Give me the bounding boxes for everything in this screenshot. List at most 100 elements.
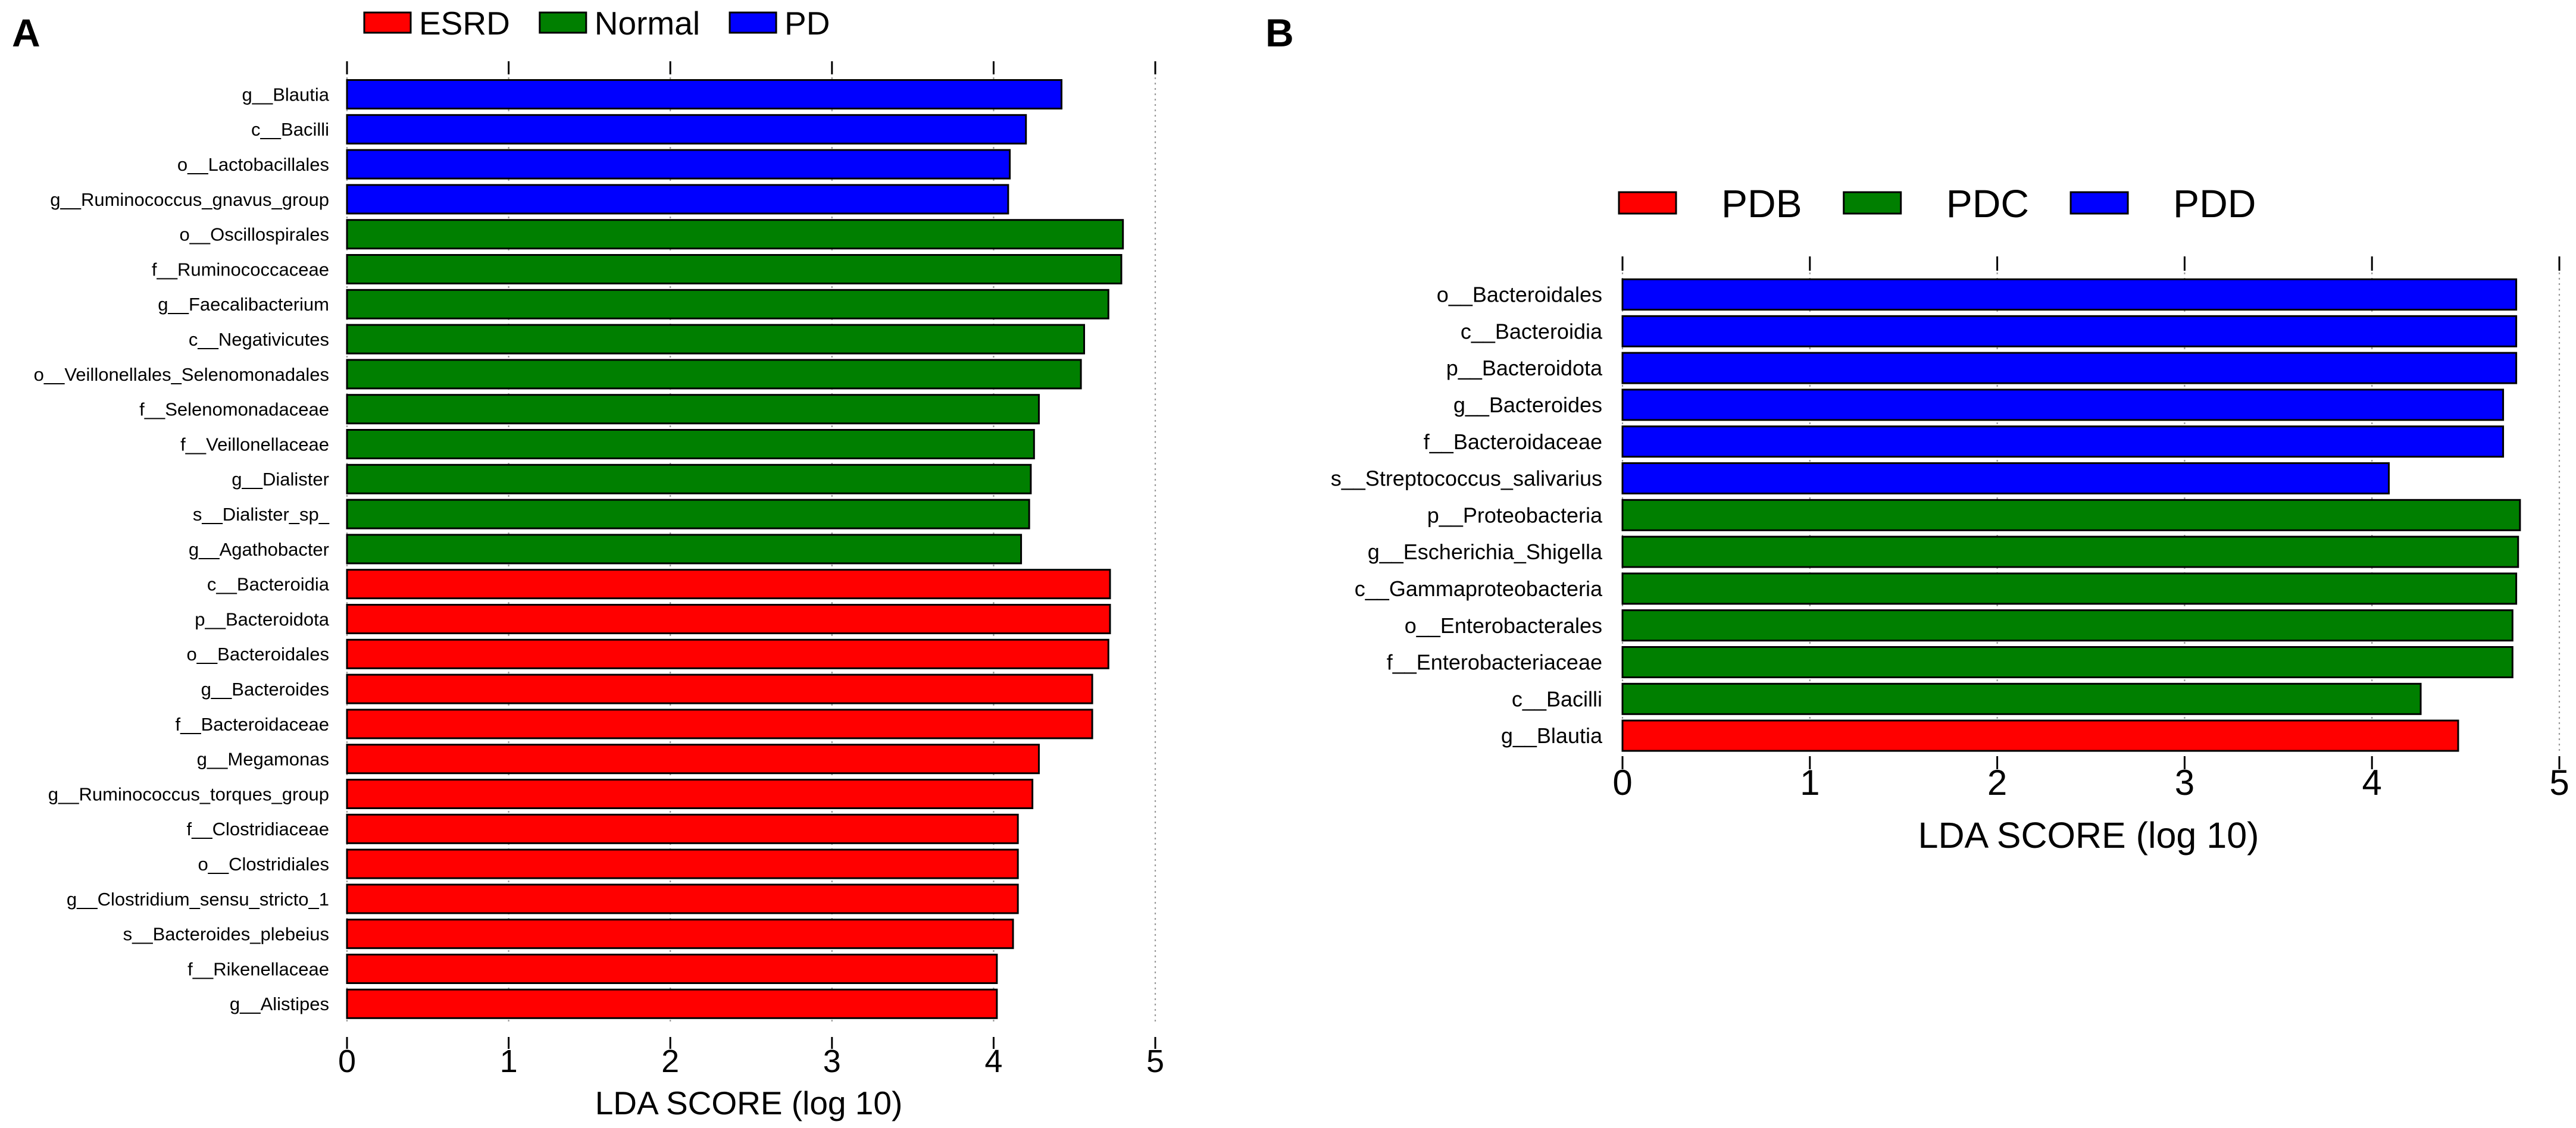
- x-tick-label: 2: [661, 1044, 679, 1079]
- category-label: p__Proteobacteria: [1427, 503, 1603, 527]
- x-tick-label: 0: [338, 1044, 356, 1079]
- legend-swatch-normal: [539, 11, 587, 34]
- bar: [346, 779, 1034, 809]
- category-label: g__Clostridium_sensu_stricto_1: [67, 889, 329, 910]
- bar: [346, 988, 998, 1019]
- bar: [346, 919, 1014, 950]
- category-label: o__Veillonellales_Selenomonadales: [34, 364, 329, 385]
- bar: [1621, 572, 2518, 605]
- bar: [346, 114, 1027, 145]
- bar: [346, 149, 1011, 180]
- panel-b-lda-chart: B PDB PDC PDD o__Bacteroidales c__Bacteroidia…: [1265, 11, 2569, 856]
- x-tick-label: 2: [1987, 763, 2007, 803]
- x-tick-label: 3: [2175, 763, 2194, 803]
- category-label: f__Bacteroidaceae: [1424, 430, 1602, 454]
- category-label: s__Streptococcus_salivarius: [1331, 466, 1602, 491]
- bar: [1621, 352, 2518, 384]
- category-label: p__Bacteroidota: [1446, 356, 1603, 380]
- category-label: g__Ruminococcus_gnavus_group: [50, 189, 329, 210]
- bar: [346, 289, 1109, 319]
- category-label: f__Clostridiaceae: [186, 819, 329, 839]
- legend-label-pd: PD: [784, 5, 830, 42]
- category-label: g__Blautia: [242, 84, 329, 105]
- bar: [1621, 388, 2505, 421]
- bar: [1621, 278, 2518, 311]
- bar: [346, 254, 1123, 284]
- bar: [1621, 646, 2514, 678]
- bar: [346, 79, 1062, 109]
- bar: [346, 673, 1093, 704]
- bar: [346, 883, 1019, 914]
- bar: [1621, 682, 2422, 715]
- bar: [346, 463, 1032, 494]
- bar: [1621, 462, 2390, 494]
- category-label: o__Oscillospirales: [179, 224, 329, 245]
- bar: [346, 848, 1019, 879]
- legend-label-esrd: ESRD: [419, 5, 510, 42]
- bar: [346, 429, 1035, 459]
- category-label: c__Bacilli: [251, 119, 329, 140]
- category-label: o__Enterobacterales: [1405, 613, 1602, 638]
- bar: [346, 324, 1085, 355]
- bar: [346, 359, 1082, 390]
- legend-swatch-pdc: [1843, 191, 1902, 215]
- x-tick-label: 5: [2549, 763, 2569, 803]
- x-tick-label: 1: [1800, 763, 1820, 803]
- bar: [1621, 499, 2521, 531]
- category-label: g__Agathobacter: [189, 539, 329, 560]
- bar: [1621, 315, 2518, 347]
- category-label: c__Bacteroidia: [207, 574, 330, 595]
- bar: [346, 569, 1111, 600]
- x-tick-label: 3: [823, 1044, 841, 1079]
- legend-swatch-pdb: [1618, 191, 1677, 215]
- category-label: g__Dialister: [232, 469, 329, 490]
- x-axis-title: LDA SCORE (log 10): [1918, 815, 2259, 856]
- bar: [1621, 719, 2459, 752]
- bar: [1621, 609, 2514, 642]
- category-label: c__Negativicutes: [189, 329, 329, 350]
- bar: [346, 394, 1040, 425]
- panel-a-lda-chart: A ESRD Normal PD g__Blautia c__Bacilli o__Lact…: [12, 5, 1164, 1121]
- category-label: f__Enterobacteriaceae: [1387, 650, 1602, 675]
- x-tick-label: 4: [2362, 763, 2382, 803]
- category-label: s__Dialister_sp_: [193, 504, 330, 525]
- x-tick-label: 0: [1612, 763, 1632, 803]
- category-label: g__Blautia: [1501, 723, 1603, 748]
- panel-label: B: [1265, 11, 1294, 55]
- category-label: g__Bacteroides: [201, 679, 329, 700]
- panel-label: A: [12, 11, 40, 55]
- category-label: f__Rikenellaceae: [187, 958, 329, 979]
- x-tick-label: 4: [984, 1044, 1002, 1079]
- legend-label-normal: Normal: [595, 5, 700, 42]
- category-label: p__Bacteroidota: [195, 609, 330, 629]
- category-label: g__Alistipes: [230, 994, 329, 1014]
- legend-label-pdb: PDB: [1721, 181, 1802, 225]
- bar: [346, 604, 1111, 634]
- bar: [346, 709, 1093, 740]
- category-label: o__Bacteroidales: [186, 644, 329, 665]
- category-label: f__Veillonellaceae: [180, 434, 329, 455]
- category-label: f__Ruminococcaceae: [152, 259, 329, 280]
- bar: [346, 219, 1124, 250]
- bar: [346, 638, 1109, 669]
- legend-label-pdc: PDC: [1946, 181, 2029, 225]
- x-tick-label: 1: [500, 1044, 518, 1079]
- category-label: g__Escherichia_Shigella: [1368, 540, 1603, 564]
- x-axis-title: LDA SCORE (log 10): [595, 1085, 903, 1121]
- bar: [1621, 535, 2519, 568]
- category-label: f__Selenomonadaceae: [139, 399, 329, 420]
- category-label: g__Megamonas: [197, 749, 329, 770]
- bar: [346, 184, 1009, 215]
- category-label: o__Lactobacillales: [177, 154, 329, 175]
- bar: [346, 499, 1030, 529]
- bar: [346, 954, 998, 984]
- bar: [346, 813, 1019, 844]
- bar: [346, 744, 1040, 775]
- category-label: g__Bacteroides: [1453, 393, 1602, 417]
- category-label: o__Bacteroidales: [1437, 283, 1602, 307]
- category-label: g__Faecalibacterium: [158, 294, 329, 315]
- legend-label-pdd: PDD: [2173, 181, 2256, 225]
- category-label: g__Ruminococcus_torques_group: [48, 784, 329, 804]
- bar: [1621, 425, 2505, 458]
